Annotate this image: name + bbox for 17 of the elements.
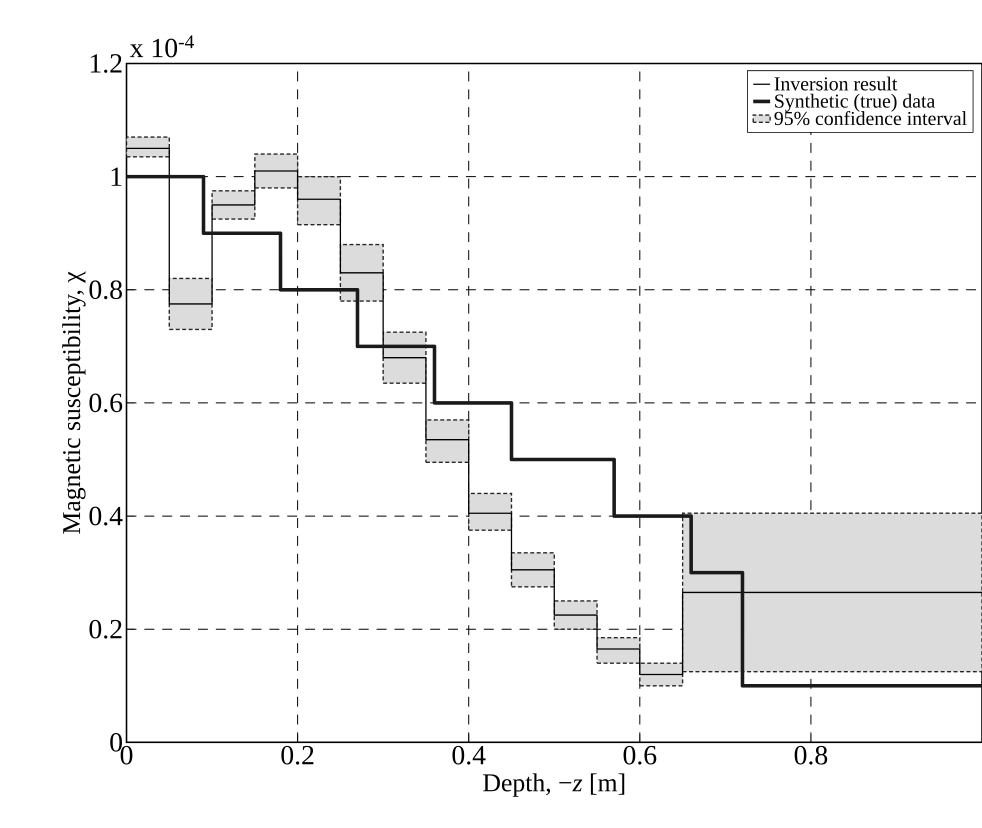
x-tick-label: 0.6 [624, 746, 656, 765]
y-axis-title: Magnetic susceptibility, χ [62, 272, 86, 534]
y-tick-label: 0.4 [89, 506, 123, 526]
y-tick-label: 0.6 [89, 394, 122, 412]
text: x 10$^{-4}$ [130, 36, 194, 58]
x-axis-title: Depth, −z [m] [483, 774, 624, 797]
legend-label: Synthetic (true) data [775, 94, 936, 112]
x-tick-label: 0.2 [281, 746, 314, 765]
legend-label: Inversion result [774, 76, 898, 91]
annotation: 95% confidence interval [774, 111, 967, 126]
y-tick-label: 1 [112, 168, 122, 186]
y-tick-label: 0.8 [89, 280, 122, 300]
y-tick-label: 0.2 [89, 620, 122, 639]
x-tick-label: 0.4 [452, 746, 486, 765]
x-tick-label: 0.8 [794, 746, 828, 765]
y-tick-label: 0 [110, 733, 122, 752]
y-tick-label: 1.2 [90, 54, 122, 74]
